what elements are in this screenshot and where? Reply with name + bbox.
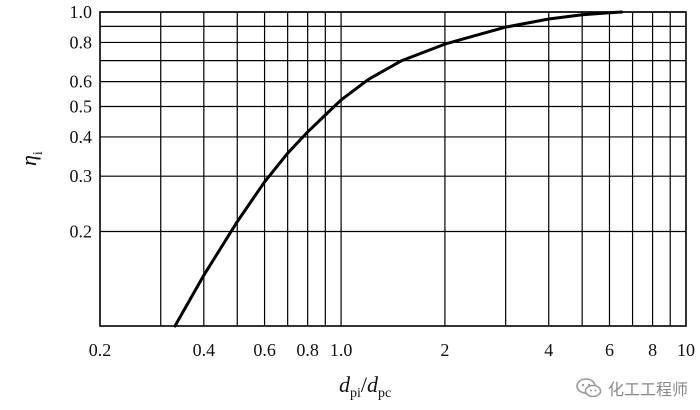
x-tick-label: 0.4 bbox=[193, 340, 216, 360]
x-tick-label: 8 bbox=[648, 340, 657, 360]
x-tick-label: 0.2 bbox=[89, 340, 112, 360]
x-tick-label: 0.6 bbox=[253, 340, 276, 360]
y-tick-label: 1.0 bbox=[70, 2, 93, 22]
y-tick-label: 0.3 bbox=[70, 166, 93, 186]
series-line bbox=[173, 10, 623, 328]
watermark-text: 化工工程师 bbox=[607, 380, 688, 399]
y-tick-labels: 0.2 0.3 0.4 0.5 0.6 0.8 1.0 bbox=[70, 2, 93, 241]
y-tick-label: 0.4 bbox=[70, 127, 93, 147]
x-axis-label: dpi/dpc bbox=[339, 372, 391, 401]
x-tick-label: 10 bbox=[677, 340, 695, 360]
wechat-icon bbox=[576, 378, 602, 398]
y-tick-label: 0.6 bbox=[70, 72, 93, 92]
x-tick-labels: 0.2 0.4 0.6 0.8 1.0 2 4 6 8 10 bbox=[89, 340, 695, 360]
y-tick-label: 0.8 bbox=[70, 32, 93, 52]
grid bbox=[100, 11, 686, 326]
x-tick-label: 6 bbox=[605, 340, 614, 360]
y-axis-label: ηi bbox=[16, 151, 46, 166]
y-tick-label: 0.2 bbox=[70, 221, 93, 241]
y-tick-label: 0.5 bbox=[70, 97, 93, 117]
plot-frame bbox=[99, 11, 687, 327]
watermark: 化工工程师 bbox=[576, 376, 688, 400]
x-tick-label: 2 bbox=[440, 340, 449, 360]
x-tick-label: 1.0 bbox=[330, 340, 353, 360]
x-tick-label: 0.8 bbox=[296, 340, 319, 360]
x-tick-label: 4 bbox=[544, 340, 553, 360]
